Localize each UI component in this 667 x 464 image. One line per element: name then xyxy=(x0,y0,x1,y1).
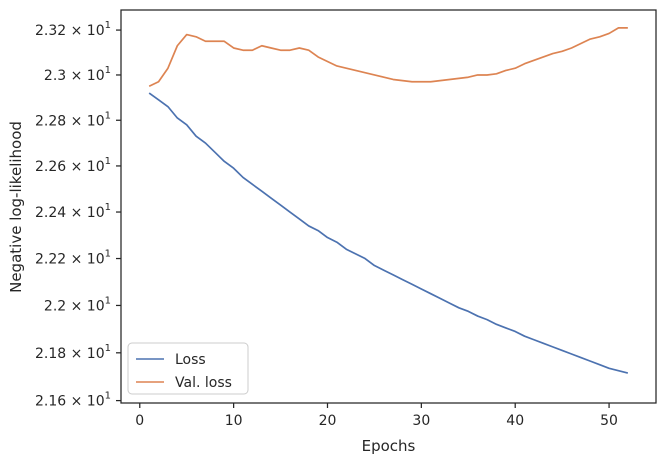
x-axis-ticks: 0 10 20 30 40 50 xyxy=(135,403,618,429)
plot-area xyxy=(121,10,656,403)
x-axis-title: Epochs xyxy=(362,437,416,455)
x-tick-label: 50 xyxy=(600,413,618,429)
legend: Loss Val. loss xyxy=(127,342,249,395)
series-line-val-loss xyxy=(148,26,628,88)
x-tick-label: 30 xyxy=(412,413,430,429)
x-tick-label: 0 xyxy=(135,413,144,429)
x-tick-label: 20 xyxy=(319,413,337,429)
legend-label-loss: Loss xyxy=(175,352,206,368)
y-axis-ticks: 2.16 × 101 2.18 × 101 2.2 × 101 2.22 × 101 2… xyxy=(35,20,121,410)
y-tick-label: 2.28 × 101 xyxy=(35,110,111,129)
series-line-loss xyxy=(148,92,629,374)
x-tick-label: 40 xyxy=(506,413,524,429)
series-lines xyxy=(148,26,629,374)
y-tick-label: 2.32 × 101 xyxy=(35,20,111,39)
y-tick-label: 2.18 × 101 xyxy=(35,343,111,362)
y-tick-label: 2.3 × 101 xyxy=(44,65,111,84)
y-tick-label: 2.22 × 101 xyxy=(35,249,111,268)
y-tick-label: 2.26 × 101 xyxy=(35,156,111,175)
y-tick-label: 2.2 × 101 xyxy=(44,295,111,314)
legend-label-val-loss: Val. loss xyxy=(175,375,232,391)
y-tick-label: 2.24 × 101 xyxy=(35,202,111,221)
x-tick-label: 10 xyxy=(225,413,243,429)
y-tick-label: 2.16 × 101 xyxy=(35,391,111,410)
y-axis-title: Negative log-likelihood xyxy=(7,121,25,293)
plot-frame xyxy=(120,9,657,404)
